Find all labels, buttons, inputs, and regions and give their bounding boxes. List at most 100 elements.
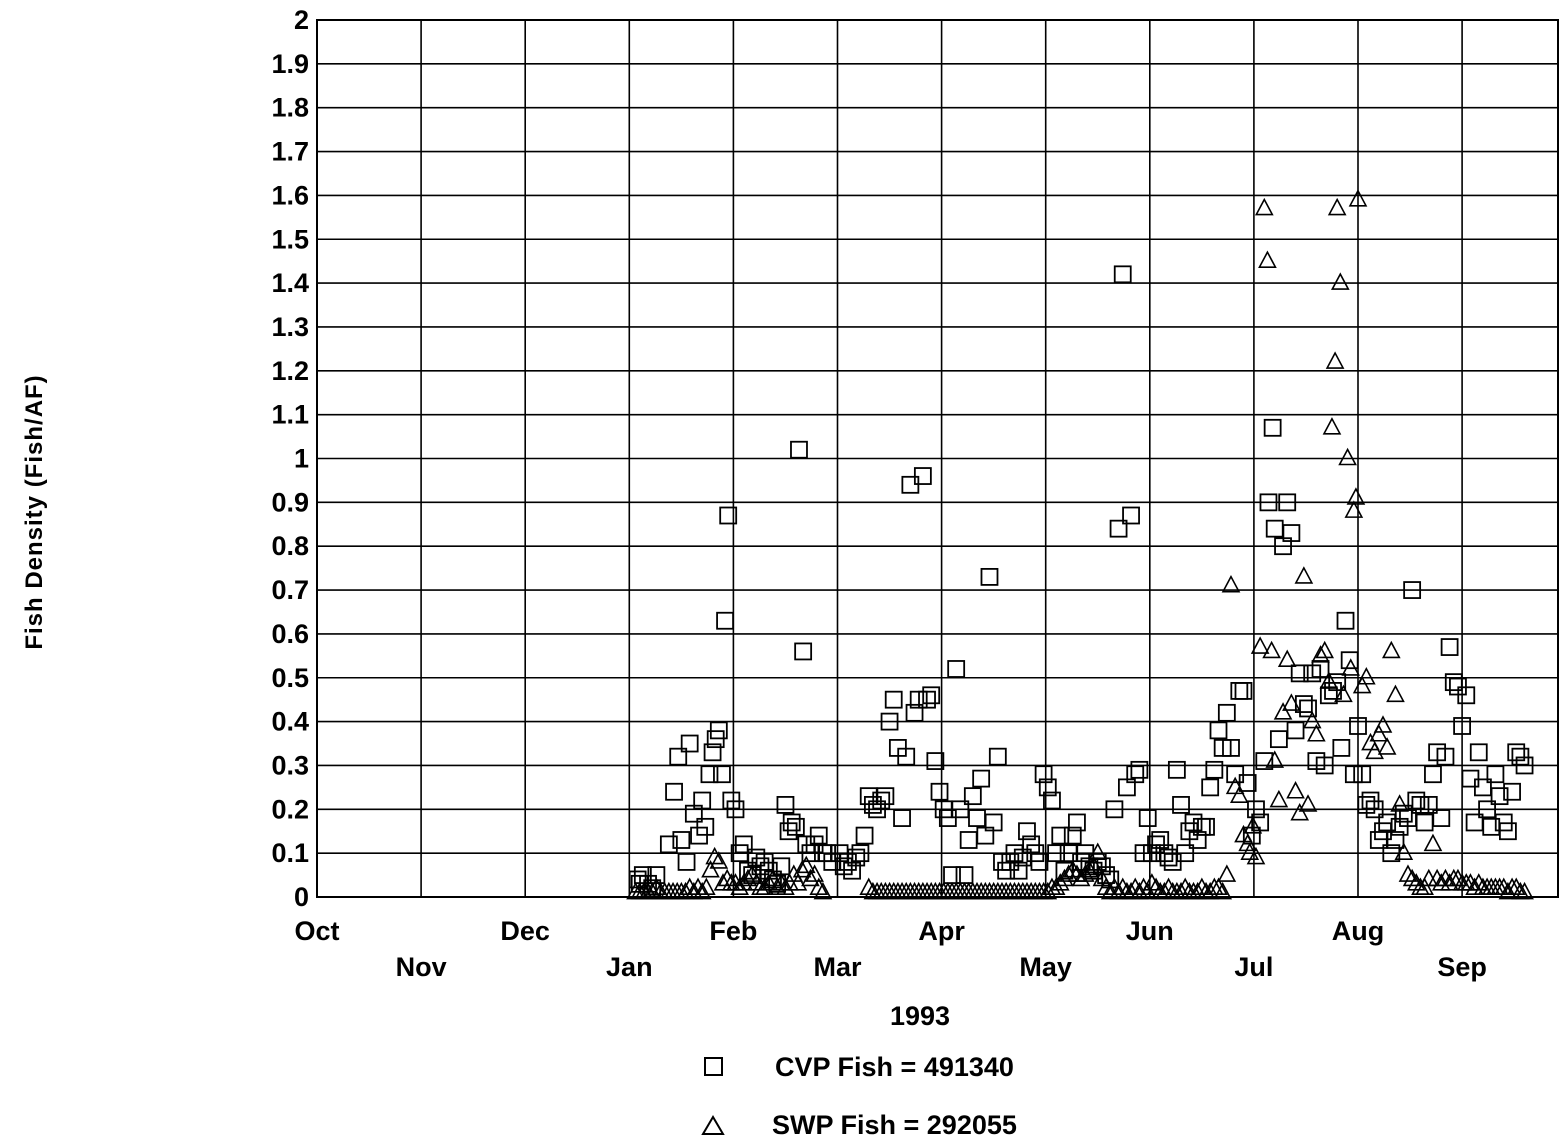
swp-point: [730, 877, 749, 896]
cvp-point: [1259, 493, 1278, 512]
cvp-point: [1328, 673, 1347, 692]
swp-point: [1084, 855, 1103, 874]
swp-point: [692, 881, 712, 900]
cvp-point: [1407, 791, 1426, 810]
swp-point: [1377, 737, 1397, 755]
swp-point: [755, 877, 774, 896]
swp-point: [1338, 447, 1357, 466]
cvp-point: [947, 660, 966, 678]
x-tick-label: Dec: [500, 916, 550, 946]
cvp-point: [726, 800, 745, 819]
cvp-point: [1349, 717, 1367, 735]
swp-point: [1273, 702, 1293, 720]
swp-point: [1217, 864, 1237, 882]
swp-point: [1071, 868, 1091, 887]
y-tick-label: 1.9: [271, 49, 309, 79]
y-tick-label: 0.6: [271, 619, 309, 649]
cvp-point: [734, 835, 753, 854]
cvp-point: [1486, 765, 1505, 784]
cvp-point: [1353, 765, 1372, 784]
swp-point: [1258, 250, 1277, 268]
cvp-point: [1299, 699, 1317, 718]
x-axis-label: 1993: [890, 1001, 950, 1031]
cvp-point: [1515, 756, 1534, 775]
cvp-point: [1286, 721, 1305, 740]
cvp-point: [930, 782, 949, 801]
swp-point: [647, 877, 666, 896]
swp-point: [1250, 636, 1270, 654]
swp-point: [1344, 500, 1364, 518]
cvp-point: [1051, 826, 1070, 845]
cvp-point: [1063, 826, 1082, 845]
cvp-point: [1222, 739, 1240, 757]
legend: CVP Fish = 491340 SWP Fish = 292055: [701, 1052, 1017, 1140]
swp-point: [1346, 487, 1366, 505]
cvp-point: [716, 611, 734, 630]
cvp-point: [1009, 861, 1028, 880]
cvp-point: [677, 853, 696, 871]
x-tick-label: Mar: [813, 952, 862, 982]
cvp-point: [918, 690, 936, 709]
cvp-point: [968, 809, 986, 827]
cvp-point: [905, 703, 924, 722]
swp-point: [805, 864, 824, 882]
swp-point: [1055, 868, 1074, 887]
cvp-point: [988, 747, 1007, 766]
swp-point: [1209, 877, 1228, 896]
swp-point: [1038, 881, 1058, 900]
swp-point: [1262, 640, 1281, 659]
swp-point: [1075, 864, 1095, 882]
swp-point: [1365, 741, 1384, 760]
swp-point: [1298, 794, 1318, 812]
swp-point: [1200, 881, 1220, 900]
cvp-point: [1097, 866, 1115, 884]
swp-point: [1311, 645, 1330, 663]
swp-point: [1063, 859, 1083, 878]
swp-point: [1352, 675, 1372, 694]
swp-point: [796, 855, 816, 874]
cvp-point: [1386, 831, 1405, 849]
swp-point: [746, 873, 766, 891]
cvp-point: [1122, 506, 1140, 525]
swp-point: [1159, 877, 1178, 896]
swp-point: [1356, 667, 1376, 685]
cvp-point: [1311, 660, 1330, 678]
swp-point: [1327, 197, 1347, 216]
cvp-point: [1234, 682, 1253, 700]
cvp-point: [876, 787, 895, 806]
cvp-point: [709, 721, 728, 740]
cvp-point: [1230, 682, 1249, 700]
x-tick-label: May: [1019, 952, 1072, 982]
y-tick-label: 0.5: [271, 663, 309, 693]
swp-point: [1394, 842, 1414, 860]
cvp-point: [1340, 651, 1359, 670]
cvp-point: [1034, 765, 1053, 784]
cvp-point: [955, 866, 974, 884]
swp-point: [1213, 881, 1233, 900]
x-tick-label: Jun: [1126, 916, 1174, 946]
cvp-point: [984, 813, 1003, 832]
swp-point: [1286, 781, 1305, 799]
swp-point: [738, 868, 758, 887]
swp-point: [1348, 189, 1368, 207]
swp-point: [813, 881, 833, 900]
swp-point: [792, 859, 812, 878]
swp-point: [697, 877, 716, 896]
swp-point: [1448, 868, 1468, 887]
cvp-point: [855, 826, 874, 845]
cvp-point: [1172, 796, 1190, 814]
swp-point: [759, 873, 779, 891]
y-tick-label: 1.6: [271, 180, 309, 210]
grid-layer: [316, 19, 1559, 898]
y-tick-label: 1.8: [271, 93, 309, 123]
swp-point: [1175, 877, 1195, 896]
swp-point: [709, 851, 729, 869]
swp-point: [1046, 877, 1066, 896]
cvp-point: [647, 866, 666, 884]
swp-point: [701, 859, 720, 878]
swp-point: [1469, 873, 1489, 891]
swp-point: [1334, 684, 1353, 703]
swp-point: [1238, 833, 1257, 852]
y-tick-label: 2: [294, 5, 309, 35]
cvp-point: [1209, 721, 1228, 740]
